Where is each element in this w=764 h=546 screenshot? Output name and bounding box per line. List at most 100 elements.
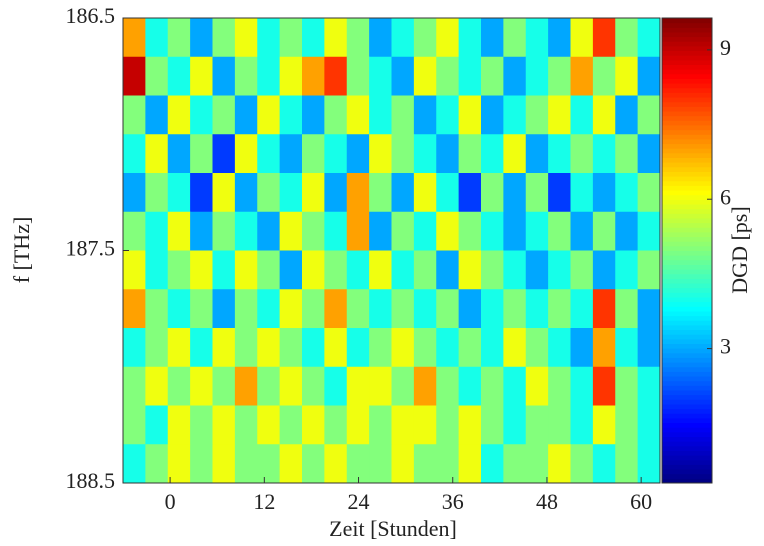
- heatmap-cell: [123, 366, 146, 406]
- colorbar-swatch: [662, 394, 712, 400]
- heatmap-cell: [123, 211, 146, 251]
- colorbar-swatch: [662, 64, 712, 70]
- heatmap-cell: [212, 134, 236, 174]
- heatmap-cell: [145, 173, 169, 213]
- colorbar-swatch: [662, 222, 712, 228]
- heatmap-cell: [592, 250, 616, 290]
- heatmap-cell: [615, 56, 639, 96]
- colorbar-swatch: [662, 473, 712, 479]
- heatmap-cell: [592, 211, 616, 251]
- heatmap-cell: [481, 56, 504, 96]
- heatmap-cell: [145, 366, 169, 406]
- heatmap-cell: [413, 289, 437, 329]
- colorbar-swatch: [662, 208, 712, 214]
- heatmap-cell: [279, 250, 303, 290]
- colorbar-frame: [661, 17, 713, 484]
- heatmap-cell: [525, 289, 549, 329]
- colorbar-swatch: [662, 162, 712, 168]
- heatmap-cell: [391, 173, 415, 213]
- heatmap-cell: [212, 211, 236, 251]
- colorbar-swatch: [662, 455, 712, 461]
- heatmap-cell: [570, 405, 594, 445]
- colorbar-swatch: [662, 134, 712, 140]
- heatmap-cell: [615, 289, 639, 329]
- heatmap-cell: [369, 405, 392, 445]
- heatmap-cell: [503, 366, 527, 406]
- colorbar-swatch: [662, 41, 712, 47]
- heatmap-cell: [324, 366, 348, 406]
- heatmap-cell: [369, 173, 392, 213]
- heatmap-cell: [413, 173, 437, 213]
- heatmap-cell: [413, 405, 437, 445]
- heatmap-cell: [324, 289, 348, 329]
- colorbar-swatch: [662, 417, 712, 424]
- heatmap-cell: [391, 95, 415, 135]
- heatmap-cell: [302, 95, 325, 135]
- colorbar-swatch: [662, 231, 712, 238]
- y-tick-label: 187.5: [66, 236, 116, 261]
- colorbar-swatch: [662, 283, 712, 289]
- heatmap-cell: [123, 173, 146, 213]
- heatmap-cell: [279, 211, 303, 251]
- colorbar-swatch: [662, 129, 712, 135]
- colorbar-swatch: [662, 45, 712, 52]
- colorbar-swatch: [662, 464, 712, 470]
- heatmap-cell: [570, 134, 594, 174]
- heatmap-cell: [324, 328, 348, 368]
- colorbar-swatch: [662, 362, 712, 368]
- heatmap-cell: [503, 56, 527, 96]
- heatmap-cell: [302, 18, 325, 58]
- heatmap-cell: [369, 56, 392, 96]
- heatmap-cell: [190, 211, 213, 251]
- heatmap-cell: [481, 134, 504, 174]
- colorbar-swatch: [662, 324, 712, 331]
- heatmap-cell: [525, 18, 549, 58]
- heatmap-cell: [436, 328, 460, 368]
- heatmap-cell: [257, 289, 281, 329]
- colorbar-swatch: [662, 59, 712, 65]
- heatmap-cell: [458, 18, 482, 58]
- heatmap-cell: [167, 18, 191, 58]
- colorbar-swatch: [662, 171, 712, 177]
- heatmap-cell: [436, 444, 460, 484]
- colorbar-swatch: [662, 217, 712, 224]
- heatmap-cell: [324, 134, 348, 174]
- heatmap-cell: [167, 250, 191, 290]
- y-tick-label: 186.5: [66, 3, 116, 28]
- heatmap-cell: [481, 289, 504, 329]
- colorbar-swatch: [662, 115, 712, 121]
- colorbar-swatch: [662, 371, 712, 377]
- heatmap-cell: [234, 328, 258, 368]
- heatmap-cell: [481, 95, 504, 135]
- heatmap-cell: [458, 366, 482, 406]
- colorbar-swatch: [662, 278, 712, 284]
- x-tick-label: 60: [630, 489, 652, 514]
- colorbar-swatch: [662, 176, 712, 182]
- colorbar-tick-label: 9: [720, 35, 731, 60]
- heatmap-cell: [234, 211, 258, 251]
- heatmap-cell: [458, 444, 482, 484]
- colorbar-swatch: [662, 478, 712, 484]
- heatmap-cell: [503, 289, 527, 329]
- heatmap-cell: [525, 444, 549, 484]
- heatmap-cell: [525, 366, 549, 406]
- heatmap-cell: [615, 250, 639, 290]
- heatmap-cell: [413, 250, 437, 290]
- heatmap-cell: [391, 18, 415, 58]
- heatmap-cell: [548, 366, 571, 406]
- heatmap-cell: [234, 444, 258, 484]
- heatmap-cell: [234, 366, 258, 406]
- heatmap-cell: [637, 173, 661, 213]
- colorbar-swatch: [662, 87, 712, 93]
- heatmap-cell: [257, 134, 281, 174]
- heatmap-cell: [324, 250, 348, 290]
- heatmap-cell: [302, 366, 325, 406]
- heatmap-cell: [413, 211, 437, 251]
- heatmap-cell: [257, 18, 281, 58]
- heatmap-cell: [637, 56, 661, 96]
- colorbar-swatch: [662, 441, 712, 447]
- heatmap-cell: [190, 250, 213, 290]
- heatmap-cell: [570, 366, 594, 406]
- heatmap-cell: [346, 211, 370, 251]
- colorbar-swatch: [662, 245, 712, 251]
